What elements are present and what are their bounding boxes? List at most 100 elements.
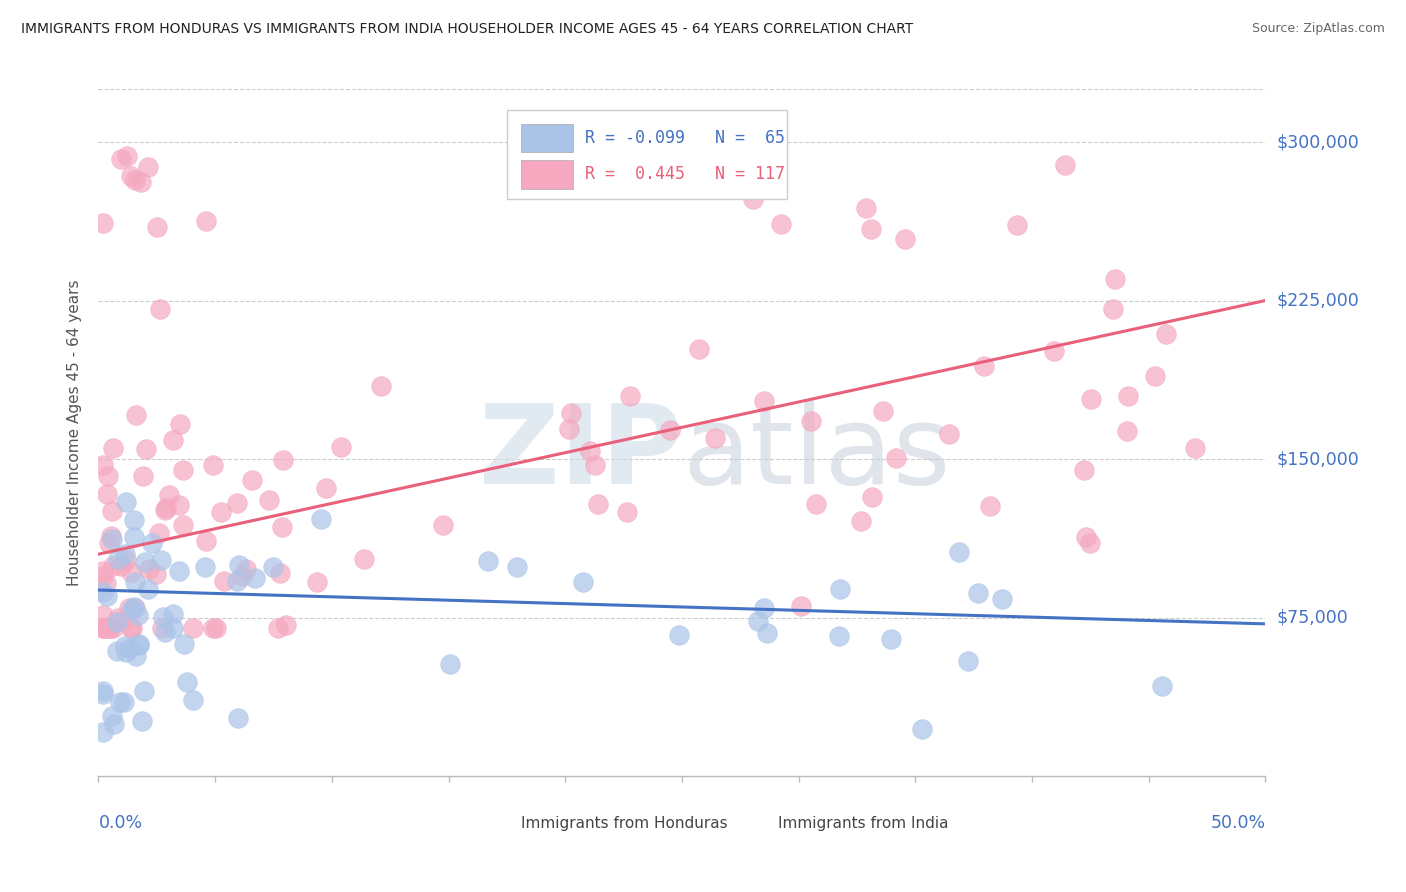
Point <box>259 492 281 507</box>
Point <box>1184 442 1206 456</box>
Point <box>125 408 148 422</box>
Point <box>155 501 177 516</box>
Point <box>267 621 290 635</box>
Point <box>122 513 145 527</box>
Point <box>790 599 813 614</box>
Point <box>124 574 146 589</box>
Text: $225,000: $225,000 <box>1277 292 1360 310</box>
Point <box>1073 463 1095 477</box>
Point <box>97 468 120 483</box>
FancyBboxPatch shape <box>520 123 574 153</box>
Point <box>181 621 204 635</box>
Text: ZIP: ZIP <box>478 400 682 507</box>
Point <box>138 160 160 174</box>
Point <box>105 615 128 629</box>
Point <box>169 498 191 512</box>
Point <box>1102 301 1125 316</box>
Point <box>880 632 903 647</box>
Point <box>118 640 141 655</box>
Point <box>1053 158 1076 172</box>
Point <box>1007 218 1029 232</box>
Point <box>121 621 143 635</box>
Point <box>134 555 156 569</box>
Point <box>209 505 232 519</box>
Point <box>754 393 776 408</box>
Point <box>132 468 155 483</box>
Point <box>855 201 877 215</box>
Point <box>91 216 114 230</box>
Point <box>162 621 184 635</box>
Text: Source: ZipAtlas.com: Source: ZipAtlas.com <box>1251 22 1385 36</box>
Point <box>120 169 142 183</box>
Point <box>1080 392 1102 406</box>
Point <box>1143 369 1166 384</box>
Point <box>96 487 118 501</box>
Point <box>226 496 249 510</box>
Point <box>172 517 194 532</box>
Point <box>979 499 1001 513</box>
Point <box>91 621 114 635</box>
Point <box>153 624 176 639</box>
Point <box>110 695 132 709</box>
Point <box>131 714 153 728</box>
Point <box>205 621 228 635</box>
Text: $75,000: $75,000 <box>1277 608 1348 626</box>
Text: $300,000: $300,000 <box>1277 133 1360 151</box>
Point <box>107 611 129 625</box>
Point <box>136 582 159 596</box>
Point <box>1104 271 1126 285</box>
Point <box>770 217 793 231</box>
Text: 0.0%: 0.0% <box>98 814 142 832</box>
Point <box>98 621 121 635</box>
Text: R =  0.445   N = 117: R = 0.445 N = 117 <box>585 165 785 184</box>
Point <box>162 607 184 621</box>
Point <box>269 566 291 581</box>
Point <box>128 638 150 652</box>
Text: atlas: atlas <box>682 400 950 507</box>
Point <box>991 591 1014 606</box>
Point <box>120 566 142 580</box>
Point <box>225 574 247 589</box>
Text: IMMIGRANTS FROM HONDURAS VS IMMIGRANTS FROM INDIA HOUSEHOLDER INCOME AGES 45 - 6: IMMIGRANTS FROM HONDURAS VS IMMIGRANTS F… <box>21 22 914 37</box>
Point <box>101 532 124 546</box>
Point <box>756 626 779 640</box>
Point <box>97 536 120 550</box>
Point <box>183 693 205 707</box>
Point <box>145 567 167 582</box>
Point <box>91 684 114 698</box>
Point <box>96 621 118 635</box>
Point <box>851 514 873 528</box>
Point <box>112 695 135 709</box>
Point <box>201 458 224 472</box>
Point <box>658 423 681 437</box>
Point <box>172 463 194 477</box>
Point <box>149 302 172 317</box>
Point <box>1076 530 1098 544</box>
Point <box>860 222 883 236</box>
Point <box>1152 680 1174 694</box>
Point <box>806 497 828 511</box>
Point <box>141 536 163 550</box>
Point <box>105 644 128 658</box>
FancyBboxPatch shape <box>508 110 787 199</box>
Point <box>228 558 250 572</box>
Point <box>125 648 148 663</box>
Point <box>146 219 169 234</box>
Point <box>169 564 191 578</box>
Point <box>195 533 218 548</box>
Point <box>1154 327 1177 342</box>
Point <box>938 427 960 442</box>
Point <box>262 560 284 574</box>
Point <box>800 414 823 428</box>
Point <box>619 389 641 403</box>
Point <box>353 552 375 566</box>
Point <box>101 559 124 574</box>
Y-axis label: Householder Income Ages 45 - 64 years: Householder Income Ages 45 - 64 years <box>67 279 83 586</box>
Point <box>616 505 638 519</box>
Point <box>742 192 765 206</box>
Point <box>276 618 298 632</box>
Point <box>973 359 995 373</box>
Point <box>558 422 581 436</box>
Point <box>309 512 332 526</box>
Point <box>101 708 124 723</box>
